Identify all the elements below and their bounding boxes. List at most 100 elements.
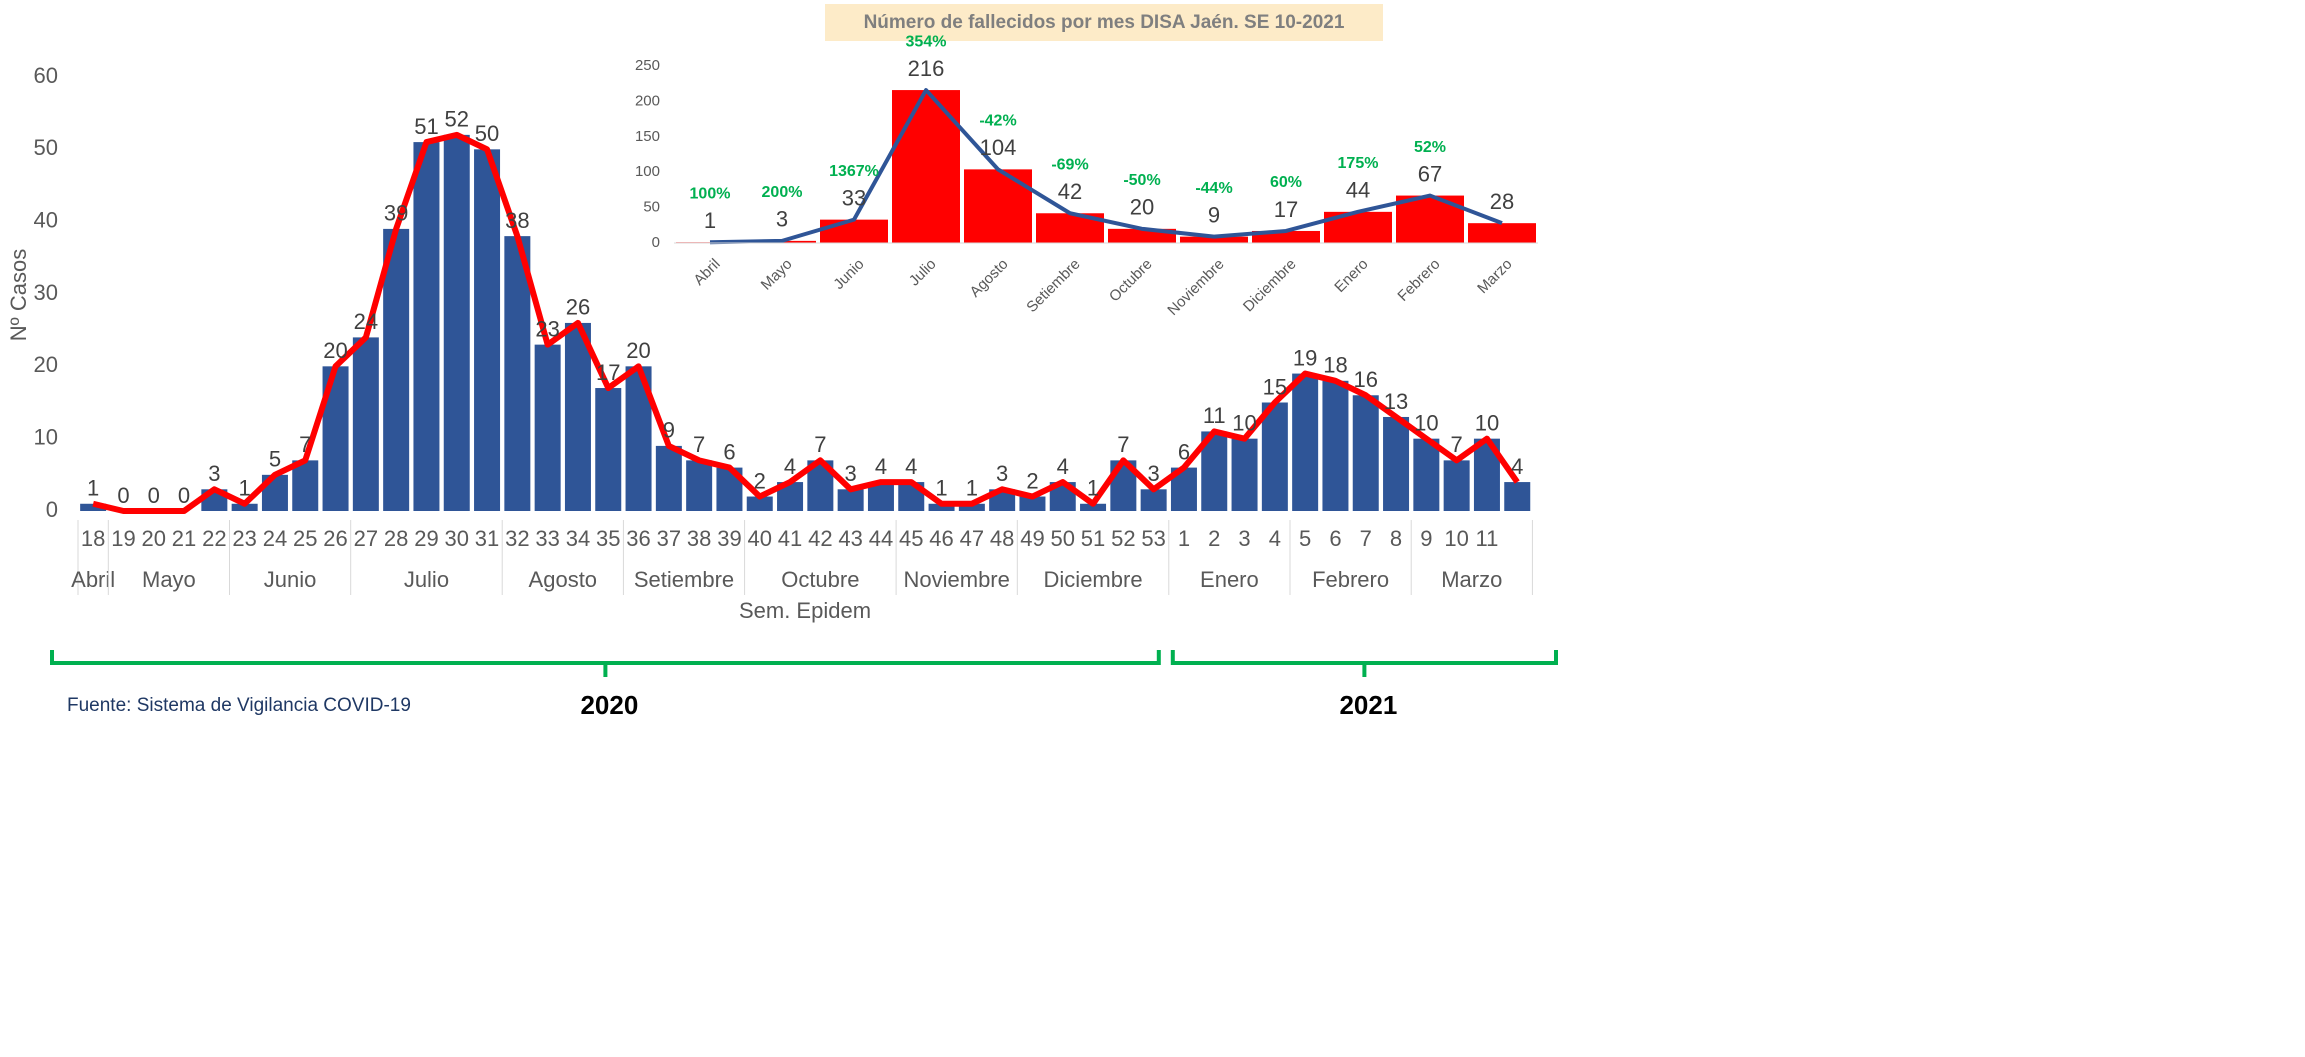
data-label: 1 [87,476,99,501]
x-tick-label: 11 [1476,526,1499,551]
line [709,88,1503,245]
month-label: Noviembre [904,567,1010,592]
x-tick-label: 25 [293,526,317,551]
y-tick-label: 50 [643,199,660,216]
x-tick-label: 30 [445,526,469,551]
data-label: 67 [1418,161,1442,186]
y-tick-label: 150 [635,128,660,145]
data-label: 216 [908,56,945,81]
x-tick-label: 22 [202,526,226,551]
data-label: 4 [1057,454,1069,479]
x-axis-label: Sem. Epidem [739,598,871,623]
data-label: 1 [935,476,947,501]
x-tick-label: 4 [1269,526,1281,551]
bar [1413,438,1440,511]
y-tick-label: 40 [34,207,58,232]
month-label: Febrero [1312,567,1389,592]
data-label: 7 [1451,432,1463,457]
data-label: 28 [1490,189,1514,214]
bar [292,460,319,511]
data-label: 3 [208,461,220,486]
data-label: 5 [269,447,281,472]
bar [1443,460,1470,511]
bar [1383,416,1410,511]
data-label: 4 [905,454,917,479]
data-label: 7 [299,432,311,457]
x-tick-label: 53 [1141,526,1165,551]
data-label: 0 [148,483,160,508]
data-label: 20 [323,338,347,363]
data-label: 4 [875,454,887,479]
x-tick-label: 20 [142,526,166,551]
bar [1322,380,1349,511]
data-label: 6 [1178,439,1190,464]
x-tick-label: 10 [1444,526,1468,551]
data-label: 6 [723,439,735,464]
x-tick-label: 49 [1020,526,1044,551]
x-tick-label: 44 [869,526,893,551]
bar [892,90,960,244]
x-tick-label: 1 [1178,526,1190,551]
data-label: 17 [1274,197,1298,222]
x-tick-label: 26 [323,526,347,551]
data-label: 10 [1414,410,1438,435]
source: Fuente: Sistema de Vigilancia COVID-19 [67,695,411,716]
data-label: 13 [1384,389,1408,414]
data-label: 20 [626,338,650,363]
bar [564,322,591,511]
bar [1080,503,1107,511]
x-tick-label: 31 [475,526,499,551]
x-tick-label: 50 [1051,526,1075,551]
pct-change-label: 175% [1338,155,1379,172]
bar [595,388,622,511]
year-label: 2020 [580,690,638,720]
x-tick-label: 23 [232,526,256,551]
data-label: 44 [1346,178,1370,203]
bar [1504,482,1531,511]
data-label: 3 [1148,461,1160,486]
x-tick-label: 52 [1111,526,1135,551]
y-tick-label: 30 [34,280,58,305]
bar [80,503,107,511]
bar [1140,489,1167,511]
x-tick-label: 40 [748,526,772,551]
data-label: 11 [1203,403,1226,428]
month-label: Marzo [1441,567,1502,592]
data-label: 1 [1087,476,1099,501]
pct-change-label: -69% [1051,156,1088,173]
data-label: 50 [475,121,499,146]
x-tick-label: 6 [1329,526,1341,551]
bar [413,142,440,511]
bar [655,445,682,511]
x-tick-label: 29 [414,526,438,551]
x-tick-label: 28 [384,526,408,551]
x-tick-label: 19 [111,526,135,551]
x-tick-label: 35 [596,526,620,551]
inset-title: Número de fallecidos por mes DISA Jaén. … [864,12,1345,33]
data-label: 3 [996,461,1008,486]
y-tick-label: 10 [34,424,58,449]
bar [820,219,888,243]
x-tick-label: 41 [778,526,802,551]
pct-change-label: -42% [979,113,1016,130]
data-label: 7 [1117,432,1129,457]
month-label: Agosto [529,567,598,592]
x-tick-label: 9 [1420,526,1432,551]
bar [383,228,410,511]
y-tick-label: 100 [635,163,660,180]
month-label: Julio [404,567,449,592]
data-label: 2 [1026,468,1038,493]
data-label: 7 [693,432,705,457]
pct-change-label: 52% [1414,139,1446,156]
data-label: 39 [384,201,408,226]
year-bracket [50,650,1161,677]
bar [504,236,531,511]
data-label: 23 [535,316,559,341]
data-label: 18 [1323,353,1347,378]
pct-change-label: -44% [1195,180,1232,197]
bar [686,460,713,511]
month-label: Junio [264,567,317,592]
month-label: Enero [1200,567,1259,592]
data-label: 24 [354,309,378,334]
